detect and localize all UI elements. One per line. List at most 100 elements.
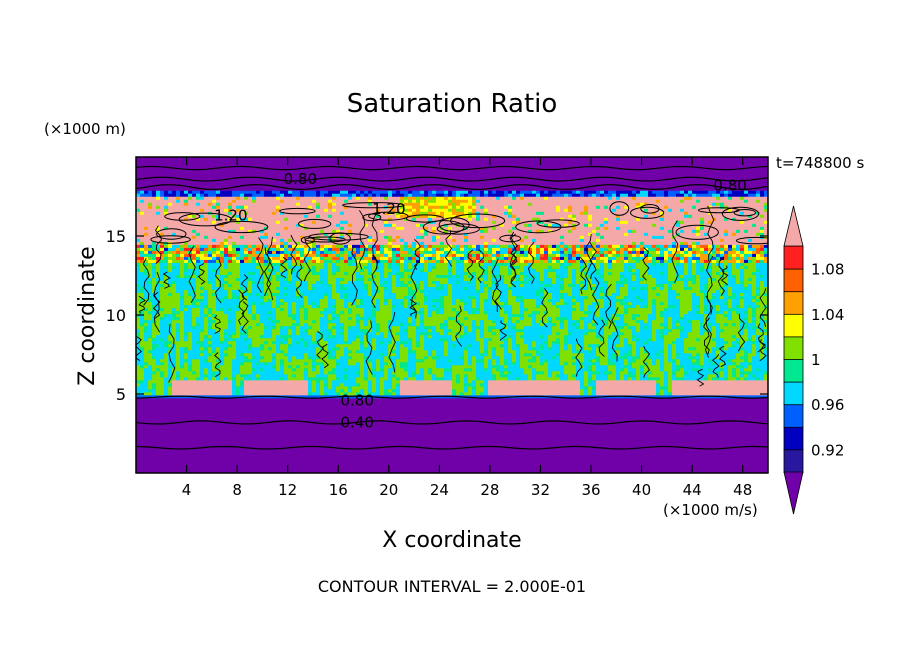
field-cell bbox=[556, 448, 561, 453]
field-cell bbox=[488, 415, 493, 420]
field-cell bbox=[652, 400, 657, 405]
field-cell bbox=[720, 382, 725, 387]
field-cell bbox=[716, 406, 721, 411]
field-cell bbox=[336, 385, 341, 390]
field-cell bbox=[488, 409, 493, 414]
field-cell bbox=[596, 388, 601, 393]
field-cell bbox=[704, 451, 709, 456]
field-cell bbox=[664, 457, 669, 462]
field-cell bbox=[384, 439, 389, 444]
field-cell bbox=[608, 385, 613, 390]
field-cell bbox=[276, 457, 281, 462]
field-cell bbox=[228, 376, 233, 381]
field-cell bbox=[352, 457, 357, 462]
field-cell bbox=[756, 454, 761, 459]
field-cell bbox=[288, 457, 293, 462]
field-cell bbox=[724, 463, 729, 468]
field-cell bbox=[752, 412, 757, 417]
field-cell bbox=[384, 457, 389, 462]
field-cell bbox=[764, 379, 768, 384]
field-cell bbox=[576, 421, 581, 426]
field-cell bbox=[328, 388, 333, 393]
field-cell bbox=[740, 451, 745, 456]
field-cell bbox=[740, 448, 745, 453]
field-cell bbox=[316, 439, 321, 444]
field-cell bbox=[624, 448, 629, 453]
field-cell bbox=[744, 433, 749, 438]
field-cell bbox=[620, 415, 625, 420]
field-cell bbox=[412, 430, 417, 435]
field-cell bbox=[724, 421, 729, 426]
field-cell bbox=[672, 397, 677, 402]
field-cell bbox=[600, 391, 605, 396]
field-cell bbox=[228, 406, 233, 411]
field-cell bbox=[568, 466, 573, 471]
field-cell bbox=[580, 454, 585, 459]
field-cell bbox=[756, 403, 761, 408]
field-cell bbox=[716, 388, 721, 393]
field-cell bbox=[232, 418, 237, 423]
field-cell bbox=[152, 460, 157, 465]
field-cell bbox=[532, 454, 537, 459]
field-cell bbox=[368, 463, 373, 468]
field-cell bbox=[532, 406, 537, 411]
field-cell bbox=[432, 388, 437, 393]
field-cell bbox=[728, 424, 733, 429]
field-cell bbox=[704, 442, 709, 447]
field-cell bbox=[736, 385, 741, 390]
field-cell bbox=[464, 391, 469, 396]
field-cell bbox=[664, 406, 669, 411]
field-cell bbox=[140, 412, 145, 417]
field-cell bbox=[264, 448, 269, 453]
field-cell bbox=[484, 376, 489, 381]
field-cell bbox=[304, 409, 309, 414]
field-cell bbox=[704, 466, 709, 471]
field-cell bbox=[156, 430, 161, 435]
field-cell bbox=[740, 421, 745, 426]
field-cell bbox=[692, 409, 697, 414]
field-cell bbox=[752, 454, 757, 459]
field-cell bbox=[324, 463, 329, 468]
field-cell bbox=[140, 445, 145, 450]
field-cell bbox=[188, 421, 193, 426]
field-cell bbox=[348, 406, 353, 411]
field-cell bbox=[316, 391, 321, 396]
field-cell bbox=[600, 388, 605, 393]
field-cell bbox=[416, 394, 421, 399]
field-cell bbox=[272, 424, 277, 429]
field-cell bbox=[140, 460, 145, 465]
field-cell bbox=[528, 430, 533, 435]
field-cell bbox=[736, 427, 741, 432]
field-cell bbox=[540, 469, 545, 473]
field-cell bbox=[312, 433, 317, 438]
field-cell bbox=[320, 466, 325, 471]
field-cell bbox=[584, 427, 589, 432]
field-cell bbox=[208, 400, 213, 405]
field-cell bbox=[736, 406, 741, 411]
field-cell bbox=[240, 385, 245, 390]
field-cell bbox=[416, 412, 421, 417]
field-cell bbox=[512, 379, 517, 384]
field-cell bbox=[452, 463, 457, 468]
field-cell bbox=[296, 442, 301, 447]
field-cell bbox=[372, 463, 377, 468]
field-cell bbox=[536, 430, 541, 435]
field-cell bbox=[280, 400, 285, 405]
field-cell bbox=[416, 433, 421, 438]
field-cell bbox=[680, 442, 685, 447]
field-cell bbox=[504, 433, 509, 438]
field-cell bbox=[540, 421, 545, 426]
field-cell bbox=[372, 439, 377, 444]
field-cell bbox=[636, 388, 641, 393]
field-cell bbox=[668, 457, 673, 462]
field-cell bbox=[152, 442, 157, 447]
field-cell bbox=[272, 448, 277, 453]
field-cell bbox=[288, 439, 293, 444]
field-cell bbox=[756, 460, 761, 465]
field-cell bbox=[152, 400, 157, 405]
field-cell bbox=[188, 409, 193, 414]
field-cell bbox=[628, 445, 633, 450]
field-cell bbox=[616, 406, 621, 411]
field-cell bbox=[760, 388, 765, 393]
field-cell bbox=[208, 379, 213, 384]
